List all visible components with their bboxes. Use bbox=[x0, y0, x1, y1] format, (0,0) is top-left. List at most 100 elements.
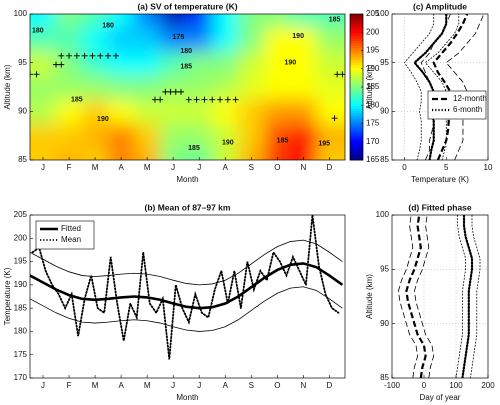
colorbar-segment bbox=[350, 150, 363, 154]
significance-marker bbox=[224, 96, 231, 103]
significance-marker bbox=[162, 88, 169, 95]
series-line bbox=[31, 215, 340, 360]
significance-marker bbox=[53, 61, 60, 68]
x-tick-label: D bbox=[326, 163, 332, 172]
y-tick-label: 195 bbox=[14, 257, 28, 266]
heat-cell bbox=[108, 123, 135, 149]
series-line bbox=[413, 215, 435, 378]
colorbar-segment bbox=[350, 128, 363, 132]
colorbar-segment bbox=[350, 99, 363, 102]
heat-cell bbox=[238, 147, 265, 160]
legend-label: Mean bbox=[61, 235, 81, 244]
contour-label: 190 bbox=[292, 33, 304, 40]
colorbar-tick-label: 175 bbox=[366, 119, 380, 128]
colorbar-segment bbox=[350, 145, 363, 149]
heat-cell bbox=[238, 123, 265, 149]
significance-marker bbox=[58, 61, 65, 68]
significance-marker bbox=[339, 71, 345, 78]
heat-cell bbox=[264, 99, 291, 124]
series-line bbox=[445, 14, 485, 160]
heat-cell bbox=[290, 99, 317, 124]
series-line bbox=[30, 262, 344, 310]
y-tick-label: 170 bbox=[14, 373, 28, 382]
y-tick-label: 90 bbox=[380, 106, 389, 115]
heat-cell bbox=[30, 26, 57, 51]
heat-cell bbox=[30, 99, 57, 124]
colorbar-segment bbox=[350, 79, 363, 83]
contour-label: 185 bbox=[329, 17, 341, 24]
x-tick-label: O bbox=[274, 163, 280, 172]
colorbar-tick-label: 200 bbox=[366, 27, 380, 36]
heat-cell bbox=[108, 14, 135, 27]
colorbar-segment bbox=[350, 155, 363, 158]
heat-cell bbox=[82, 99, 109, 124]
x-tick-label: S bbox=[249, 381, 254, 390]
colorbar-segment bbox=[350, 40, 363, 44]
plot-area: 180 180 175 185 190 180 185 190 185 190 185 190 185 1… bbox=[30, 14, 345, 160]
colorbar-segment bbox=[350, 38, 363, 42]
colorbar-tick-label: 190 bbox=[366, 64, 380, 73]
heat-cell bbox=[160, 26, 187, 51]
colorbar-segment bbox=[350, 69, 363, 73]
significance-marker bbox=[334, 71, 341, 78]
colorbar-segment bbox=[350, 138, 363, 141]
y-axis-label: Altitude (km) bbox=[365, 64, 374, 109]
x-tick-label: S bbox=[249, 163, 254, 172]
heat-cell bbox=[30, 123, 57, 149]
heat-cell bbox=[264, 123, 291, 149]
heat-cell bbox=[82, 123, 109, 149]
heat-cell bbox=[108, 50, 135, 76]
significance-marker bbox=[177, 88, 184, 95]
axes-frame bbox=[29, 13, 346, 161]
x-tick-label: M bbox=[92, 163, 99, 172]
series-line bbox=[405, 215, 427, 378]
contour-label: 195 bbox=[318, 140, 330, 147]
y-tick-label: 85 bbox=[380, 155, 389, 164]
colorbar-segment bbox=[350, 28, 363, 32]
heat-cell bbox=[160, 14, 187, 27]
heat-cell bbox=[160, 74, 187, 100]
colorbar-segment bbox=[350, 77, 363, 81]
heat-cell bbox=[82, 74, 109, 100]
x-tick-label: 5 bbox=[444, 163, 449, 172]
colorbar-segment bbox=[350, 21, 363, 25]
heat-cell bbox=[134, 147, 161, 160]
heat-cell bbox=[30, 74, 57, 100]
x-tick-label: A bbox=[223, 381, 229, 390]
colorbar-segment bbox=[350, 142, 363, 146]
significance-marker bbox=[112, 52, 119, 59]
y-axis-label: Altitude (km) bbox=[3, 64, 12, 109]
series-line bbox=[461, 215, 474, 378]
x-tick-label: N bbox=[300, 381, 306, 390]
heat-cell bbox=[186, 123, 213, 149]
colorbar-segment bbox=[350, 57, 363, 61]
x-tick-label: A bbox=[223, 163, 229, 172]
y-tick-label: 90 bbox=[380, 319, 389, 328]
heat-cell bbox=[160, 99, 187, 124]
heat-cell bbox=[134, 14, 161, 27]
colorbar-segment bbox=[350, 35, 363, 39]
colorbar-segment bbox=[350, 147, 363, 151]
series-line bbox=[404, 14, 435, 160]
colorbar-segment bbox=[350, 31, 363, 34]
heat-cell bbox=[134, 74, 161, 100]
y-tick-label: 185 bbox=[14, 303, 28, 312]
x-tick-label: D bbox=[326, 381, 332, 390]
heat-cell bbox=[30, 50, 57, 76]
x-tick-label: 200 bbox=[481, 381, 495, 390]
contour-label: 190 bbox=[284, 60, 296, 67]
colorbar-segment bbox=[350, 60, 363, 64]
colorbar-tick-label: 180 bbox=[366, 100, 380, 109]
chart-title: (a) SV of temperature (K) bbox=[137, 1, 237, 11]
colorbar-segment bbox=[350, 65, 363, 68]
heat-cell bbox=[264, 50, 291, 76]
series-line bbox=[432, 14, 469, 160]
heat-cell bbox=[290, 14, 317, 27]
x-axis-label: Month bbox=[176, 175, 198, 184]
contour-label: 185 bbox=[277, 137, 289, 144]
x-tick-label: N bbox=[300, 163, 306, 172]
heat-cell bbox=[56, 26, 83, 51]
x-axis-label: Day of year bbox=[420, 393, 461, 402]
heat-cell bbox=[30, 147, 57, 160]
